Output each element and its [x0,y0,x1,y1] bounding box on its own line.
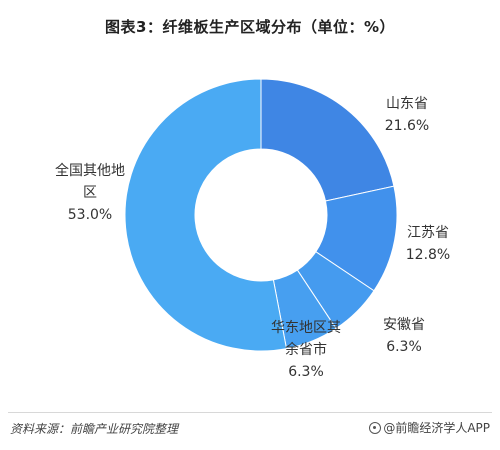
brand-label: @前瞻经济学人APP [383,421,490,435]
slice-name-label: 余省市 [285,341,327,358]
pie-slice [124,78,288,352]
slice-label: 安徽省 6.3% [383,317,425,355]
slice-name-label: 山东省 [386,96,428,112]
slice-name-label: 区 [83,185,97,201]
slice-value-label: 21.6% [385,118,429,134]
slice-label: 山东省 21.6% [385,96,429,134]
source-note: 资料来源：前瞻产业研究院整理 [10,422,179,436]
slice-name-label: 安徽省 [383,317,425,333]
slice-label: 全国其他地区 53.0% [55,162,125,223]
slice-value-label: 6.3% [386,339,422,355]
slice-name-label: 江苏省 [407,225,449,241]
slice-value-label: 6.3% [288,364,324,380]
slice-value-label: 53.0% [68,207,112,223]
slice-name-label: 全国其他地 [55,162,125,179]
pie-slice [260,78,395,202]
brand-credit: @前瞻经济学人APP [369,419,490,436]
footer-divider [8,412,492,413]
chart-title: 图表3：纤维板生产区域分布（单位：%） [105,18,395,36]
brand-logo-icon [369,421,382,434]
slice-label: 华东地区其余省市 6.3% [271,320,341,380]
slice-value-label: 12.8% [406,247,450,263]
slice-name-label: 华东地区其 [271,320,341,336]
slice-label: 江苏省 12.8% [406,225,450,263]
